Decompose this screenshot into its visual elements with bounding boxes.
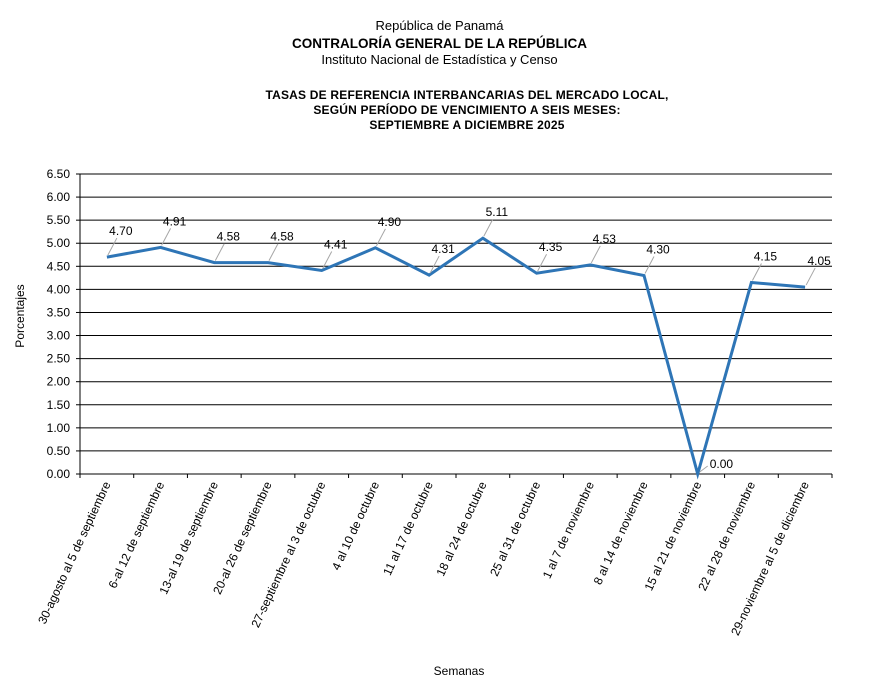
y-tick-label: 0.00 — [47, 467, 71, 481]
x-tick-label: 30-agosto al 5 de septiembre — [35, 479, 114, 626]
data-label-leader — [644, 256, 655, 274]
data-label-leader — [483, 218, 494, 237]
data-label: 4.58 — [270, 230, 294, 244]
grid-lines — [76, 173, 833, 478]
data-label: 4.35 — [539, 240, 563, 254]
y-tick-label: 3.50 — [47, 305, 71, 319]
y-tick-label: 4.50 — [47, 259, 71, 273]
data-label: 4.90 — [378, 215, 402, 229]
data-label: 4.31 — [431, 242, 455, 256]
data-label-leader — [107, 237, 118, 256]
x-tick-label: 15 al 21 de noviembre — [642, 479, 705, 593]
x-tick-label: 20-al 26 de septiembre — [210, 479, 275, 596]
data-label-leader — [429, 255, 440, 274]
series-line — [106, 236, 806, 480]
series-line-layer — [106, 236, 806, 480]
data-label: 4.05 — [807, 254, 831, 268]
data-label-leader — [375, 228, 386, 247]
x-tick-label: 25 al 31 de octubre — [487, 479, 543, 578]
data-label: 4.91 — [163, 214, 187, 228]
x-tick-label: 6-al 12 de septiembre — [106, 479, 168, 590]
data-label-leader — [537, 253, 548, 272]
data-label: 0.00 — [710, 457, 734, 471]
y-tick-label: 2.50 — [47, 352, 71, 366]
y-tick-label: 1.00 — [47, 421, 71, 435]
x-tick-label: 8 al 14 de noviembre — [591, 479, 651, 587]
data-label: 4.53 — [593, 232, 617, 246]
data-label: 4.15 — [754, 249, 778, 263]
x-tick-label: 13-al 19 de septiembre — [156, 479, 221, 596]
data-label-leader — [214, 243, 225, 261]
data-label-leader — [268, 243, 279, 261]
x-axis-label: Semanas — [434, 664, 485, 678]
data-label: 4.70 — [109, 224, 133, 238]
chart-title-line-3: SEPTIEMBRE A DICIEMBRE 2025 — [369, 118, 565, 132]
y-tick-label: 1.50 — [47, 398, 71, 412]
y-tick-label: 6.00 — [47, 190, 71, 204]
data-label-leader — [161, 228, 172, 246]
header-contraloria: CONTRALORÍA GENERAL DE LA REPÚBLICA — [291, 36, 587, 51]
data-label: 5.11 — [486, 205, 509, 219]
header-instituto: Instituto Nacional de Estadística y Cens… — [321, 52, 558, 67]
data-label: 4.41 — [324, 237, 348, 251]
data-label-leader — [699, 465, 709, 473]
data-labels: 4.70 4.91 4.58 4.58 4.41 4.90 4.31 5.11 4.35 4.53… — [107, 205, 831, 473]
data-label-leader — [322, 251, 333, 269]
y-axis-label: Porcentajes — [13, 284, 27, 347]
y-tick-label: 3.00 — [47, 329, 71, 343]
y-tick-label: 5.00 — [47, 236, 71, 250]
chart-title-line-1: TASAS DE REFERENCIA INTERBANCARIAS DEL M… — [265, 88, 669, 102]
x-tick-label: 1 al 7 de noviembre — [540, 479, 597, 581]
chart-title-line-2: SEGÚN PERÍODO DE VENCIMIENTO A SEIS MESE… — [313, 103, 621, 117]
data-label-leader — [751, 263, 762, 281]
header-republica: República de Panamá — [375, 18, 504, 33]
x-tick-label: 18 al 24 de octubre — [433, 479, 489, 578]
x-tick-label: 4 al 10 de octubre — [329, 479, 382, 572]
y-tick-label: 2.00 — [47, 375, 71, 389]
data-label-leader — [590, 245, 601, 264]
data-label-leader — [805, 267, 816, 286]
y-tick-label: 4.00 — [47, 282, 71, 296]
y-tick-label: 0.50 — [47, 444, 71, 458]
data-label: 4.30 — [646, 243, 670, 257]
y-tick-label: 6.50 — [47, 167, 71, 181]
y-tick-label: 5.50 — [47, 213, 71, 227]
data-label: 4.58 — [217, 230, 241, 244]
x-tick-label: 22 al 28 de noviembre — [695, 479, 758, 593]
y-tick-labels: 0.00 0.50 1.00 1.50 2.00 2.50 3.00 3.50 4.00 4.50… — [47, 167, 71, 481]
x-tick-label: 11 al 17 de octubre — [380, 479, 436, 578]
